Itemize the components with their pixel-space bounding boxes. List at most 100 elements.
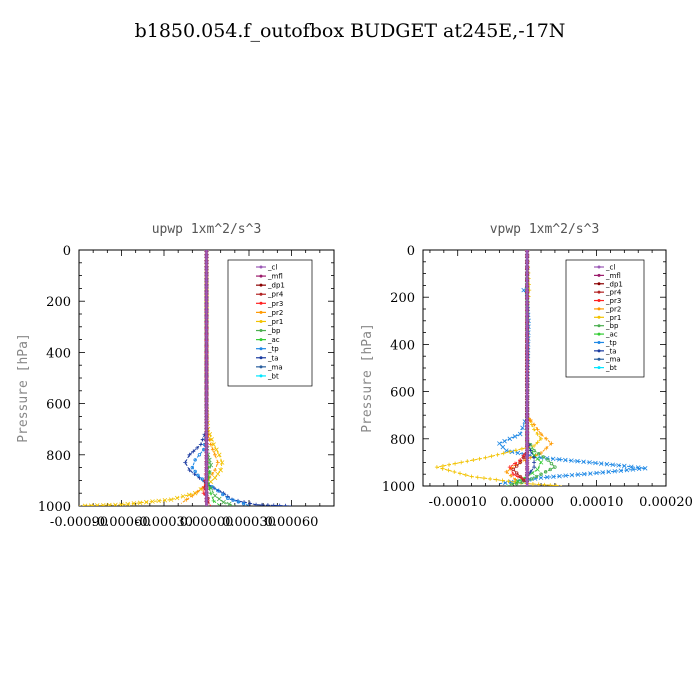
data-point xyxy=(520,425,525,431)
data-point xyxy=(525,478,530,483)
data-point xyxy=(549,461,554,466)
data-point xyxy=(465,459,470,464)
data-point xyxy=(587,460,592,465)
data-point xyxy=(190,465,195,470)
data-point xyxy=(180,494,186,499)
data-point xyxy=(204,394,209,399)
panel-2: 0 200 400 600 800 1000 -0.00010 0.00000 0.00010 0… xyxy=(360,222,693,510)
y-tick-label: 1000 xyxy=(382,480,415,495)
series-line-pr3 xyxy=(509,250,528,482)
data-point xyxy=(477,456,482,461)
data-point xyxy=(525,454,530,459)
legend-label: _pr4 xyxy=(267,291,284,299)
data-point xyxy=(525,460,530,465)
data-point xyxy=(94,503,100,506)
data-point xyxy=(519,446,524,451)
y-tick-label: 200 xyxy=(46,295,71,310)
data-point xyxy=(204,266,209,271)
data-point xyxy=(204,443,209,448)
data-point xyxy=(434,465,439,470)
data-point xyxy=(542,482,547,486)
data-point xyxy=(500,478,505,483)
data-point xyxy=(446,468,451,473)
legend-label: _ta xyxy=(605,347,617,355)
data-point xyxy=(204,436,209,441)
data-point xyxy=(241,501,246,506)
data-point xyxy=(525,289,530,294)
data-point xyxy=(204,382,209,387)
data-point xyxy=(204,400,209,405)
legend-marker xyxy=(597,273,601,277)
data-point xyxy=(525,430,530,435)
data-point xyxy=(507,449,512,454)
data-point xyxy=(563,457,568,463)
data-point xyxy=(88,503,94,506)
legend-label: _ac xyxy=(605,331,618,339)
legend-label: _mfl xyxy=(605,272,621,280)
data-point xyxy=(528,417,533,422)
data-point xyxy=(207,470,212,475)
data-point xyxy=(212,493,218,499)
data-point xyxy=(525,301,530,306)
x-tick-label: -0.00010 xyxy=(429,495,487,510)
data-point xyxy=(535,456,540,462)
data-point xyxy=(137,500,143,506)
legend-label: _dp1 xyxy=(267,282,285,290)
data-point xyxy=(525,342,530,347)
data-point xyxy=(618,468,624,473)
series-group xyxy=(434,250,648,486)
data-point xyxy=(525,377,530,382)
data-point xyxy=(525,371,530,376)
data-point xyxy=(231,498,235,502)
data-point xyxy=(525,360,530,365)
data-point xyxy=(525,318,530,323)
data-point xyxy=(219,460,225,465)
data-point xyxy=(525,366,530,370)
data-point xyxy=(213,468,217,473)
data-point xyxy=(500,444,506,450)
data-point xyxy=(535,427,540,432)
data-point xyxy=(193,469,197,474)
legend-marker xyxy=(597,366,601,370)
data-point xyxy=(187,468,192,473)
data-point xyxy=(525,413,530,418)
data-point xyxy=(508,473,513,478)
data-point xyxy=(209,437,214,442)
data-point xyxy=(537,452,541,456)
data-point xyxy=(532,465,537,470)
data-point xyxy=(525,395,530,400)
legend-marker xyxy=(259,338,263,342)
data-point xyxy=(525,277,530,282)
data-point xyxy=(458,471,463,476)
legend-label: _pr4 xyxy=(605,289,622,297)
legend-marker xyxy=(597,349,601,353)
x-tick-label: 0.00010 xyxy=(570,495,624,510)
data-point xyxy=(509,483,514,486)
data-point xyxy=(532,476,538,481)
legend-marker xyxy=(259,347,263,351)
data-point xyxy=(452,469,457,474)
panel-1: 0 200 400 600 800 1000-0.00090-0.00060-0.0003… xyxy=(16,222,335,530)
data-point xyxy=(544,474,550,480)
data-point xyxy=(593,460,598,466)
data-point xyxy=(525,283,530,288)
data-point xyxy=(521,478,526,482)
legend-marker xyxy=(259,292,263,296)
data-point xyxy=(204,467,209,472)
data-point xyxy=(204,376,209,380)
data-point xyxy=(557,473,562,479)
series-line-pr2 xyxy=(180,250,219,504)
data-point xyxy=(539,472,543,476)
data-point xyxy=(453,461,458,466)
y-tick-label: 1000 xyxy=(38,500,71,515)
data-point xyxy=(544,446,549,451)
legend-marker xyxy=(259,356,263,360)
y-tick-label: 0 xyxy=(63,244,71,259)
data-point xyxy=(525,354,530,359)
legend-label: _pr2 xyxy=(267,309,283,317)
data-point xyxy=(530,477,534,481)
legend-marker xyxy=(259,310,263,314)
legend-marker xyxy=(259,301,263,305)
legend-marker xyxy=(259,365,263,369)
data-point xyxy=(532,448,536,453)
